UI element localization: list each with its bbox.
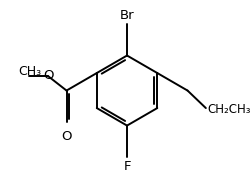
Text: CH₃: CH₃ (18, 65, 41, 78)
Text: O: O (61, 130, 72, 143)
Text: CH₂CH₃: CH₂CH₃ (208, 103, 250, 116)
Text: F: F (123, 160, 131, 173)
Text: O: O (43, 69, 54, 82)
Text: Br: Br (120, 9, 134, 22)
